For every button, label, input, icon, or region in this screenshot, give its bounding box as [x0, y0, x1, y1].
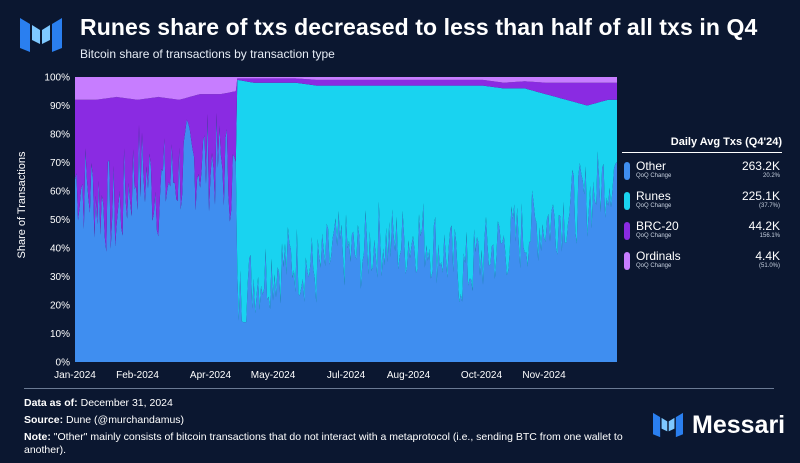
legend-item-runes: Runes 225.1K QoQ Change (37.7%) [622, 189, 782, 215]
y-tick-label: 100% [44, 73, 70, 84]
y-tick-label: 30% [50, 272, 70, 283]
legend-name: Runes [636, 189, 671, 203]
legend-swatch-runes [624, 192, 630, 210]
footer-divider [24, 388, 774, 389]
area-series-group [75, 77, 617, 362]
x-tick-label: Oct-2024 [461, 370, 503, 381]
y-tick-label: 50% [50, 215, 70, 226]
messari-logo-icon [20, 18, 62, 52]
y-tick-label: 70% [50, 158, 70, 169]
legend-swatch-other [624, 162, 630, 180]
y-tick-label: 80% [50, 130, 70, 141]
y-tick-label: 90% [50, 101, 70, 112]
legend-qoq-label: QoQ Change [636, 263, 672, 269]
y-tick-label: 20% [50, 301, 70, 312]
legend-qoq-value: 20.2% [762, 173, 780, 179]
x-tick-label: Nov-2024 [522, 370, 566, 381]
legend-value: 225.1K [741, 189, 780, 203]
legend-qoq-label: QoQ Change [636, 173, 672, 179]
area-series-ordinals [75, 77, 617, 100]
footer-note: Note: "Other" mainly consists of bitcoin… [24, 431, 623, 456]
legend-name: Other [636, 159, 667, 173]
legend-title: Daily Avg Txs (Q4'24) [622, 136, 782, 153]
x-tick-label: Jul-2024 [327, 370, 366, 381]
brand-name: Messari [692, 411, 786, 439]
area-series-brc20 [75, 78, 617, 252]
legend: Daily Avg Txs (Q4'24) Other 263.2K QoQ C… [622, 136, 782, 279]
x-tick-label: Feb-2024 [116, 370, 159, 381]
legend-item-brc20: BRC-20 44.2K QoQ Change 156.1% [622, 219, 782, 245]
legend-qoq-label: QoQ Change [636, 203, 672, 209]
chart-title: Runes share of txs decreased to less tha… [80, 14, 758, 40]
footer-data-as-of: Data as of: December 31, 2024 [24, 397, 173, 409]
area-series-other [75, 112, 617, 362]
legend-qoq-label: QoQ Change [636, 233, 672, 239]
y-tick-label: 60% [50, 187, 70, 198]
legend-value: 4.4K [755, 249, 780, 263]
y-tick-label: 40% [50, 244, 70, 255]
legend-name: BRC-20 [636, 219, 679, 233]
legend-qoq-value: (37.7%) [758, 203, 780, 209]
legend-swatch-brc20 [624, 222, 630, 240]
y-tick-labels: 0% 10% 20% 30% 40% 50% 60% 70% 80% 90% 100% [44, 73, 70, 369]
x-tick-label: Aug-2024 [387, 370, 431, 381]
area-series-runes [75, 79, 617, 323]
x-tick-label: Jan-2024 [54, 370, 96, 381]
y-tick-label: 0% [56, 358, 71, 369]
stacked-area-chart: 0% 10% 20% 30% 40% 50% 60% 70% 80% 90% 100% Jan-20… [44, 73, 617, 381]
legend-value: 263.2K [741, 159, 780, 173]
y-tick-label: 10% [50, 329, 70, 340]
x-tick-label: Apr-2024 [190, 370, 232, 381]
legend-qoq-value: (51.0%) [758, 263, 780, 269]
legend-qoq-value: 156.1% [759, 233, 780, 239]
legend-item-other: Other 263.2K QoQ Change 20.2% [622, 159, 782, 185]
legend-swatch-ordinals [624, 252, 630, 270]
messari-brand-icon [653, 412, 683, 438]
x-tick-label: May-2024 [251, 370, 296, 381]
chart-subtitle: Bitcoin share of transactions by transac… [80, 47, 335, 61]
footer-source: Source: Dune (@murchandamus) [24, 414, 185, 426]
legend-item-ordinals: Ordinals 4.4K QoQ Change (51.0%) [622, 249, 782, 275]
x-tick-labels: Jan-2024 Feb-2024 Apr-2024 May-2024 Jul-2024… [54, 370, 566, 381]
legend-value: 44.2K [748, 219, 780, 233]
legend-name: Ordinals [636, 249, 681, 263]
